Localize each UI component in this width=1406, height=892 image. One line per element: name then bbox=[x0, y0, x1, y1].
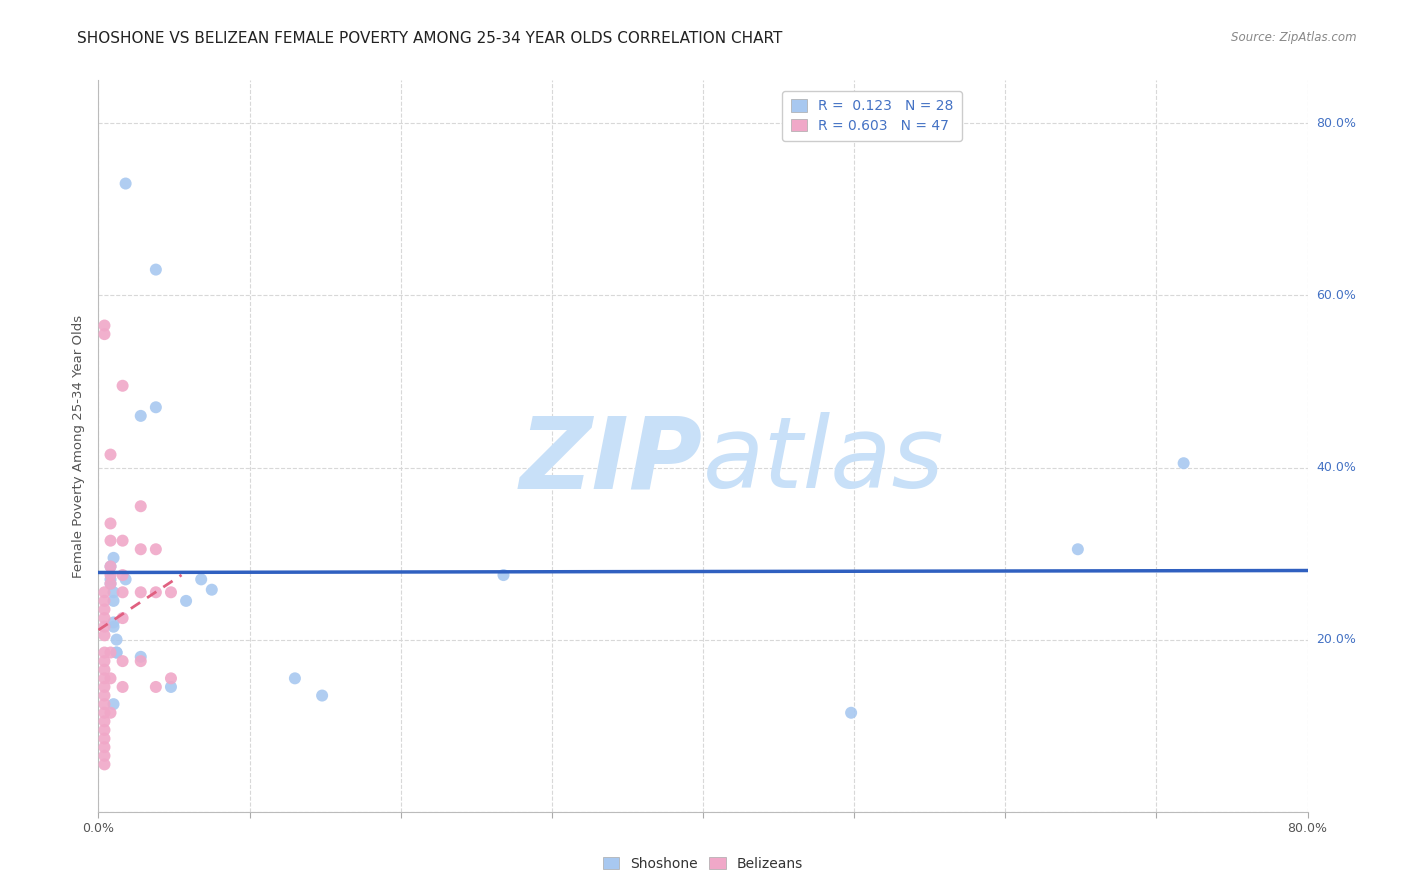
Point bbox=[284, 671, 307, 685]
Point bbox=[93, 318, 115, 333]
Point bbox=[100, 706, 122, 720]
Point bbox=[311, 689, 333, 703]
Point bbox=[103, 697, 125, 711]
Point bbox=[93, 611, 115, 625]
Point bbox=[93, 327, 115, 342]
Point bbox=[100, 448, 122, 462]
Point bbox=[93, 748, 115, 763]
Point bbox=[111, 654, 134, 668]
Point bbox=[1173, 456, 1195, 470]
Point bbox=[105, 632, 128, 647]
Point bbox=[111, 568, 134, 582]
Point bbox=[160, 671, 183, 685]
Point bbox=[839, 706, 862, 720]
Point bbox=[93, 697, 115, 711]
Point bbox=[100, 671, 122, 685]
Point bbox=[93, 620, 115, 634]
Point bbox=[93, 663, 115, 677]
Point bbox=[93, 646, 115, 660]
Point bbox=[111, 533, 134, 548]
Legend: Shoshone, Belizeans: Shoshone, Belizeans bbox=[598, 851, 808, 876]
Point bbox=[145, 401, 167, 415]
Point bbox=[100, 516, 122, 531]
Point bbox=[145, 585, 167, 599]
Point bbox=[103, 594, 125, 608]
Point bbox=[111, 680, 134, 694]
Point bbox=[93, 680, 115, 694]
Point bbox=[129, 409, 152, 423]
Point bbox=[93, 740, 115, 755]
Point bbox=[100, 568, 122, 582]
Point bbox=[145, 542, 167, 557]
Point bbox=[103, 585, 125, 599]
Point bbox=[93, 731, 115, 746]
Text: SHOSHONE VS BELIZEAN FEMALE POVERTY AMONG 25-34 YEAR OLDS CORRELATION CHART: SHOSHONE VS BELIZEAN FEMALE POVERTY AMON… bbox=[77, 31, 783, 46]
Point bbox=[93, 689, 115, 703]
Point bbox=[103, 615, 125, 630]
Point bbox=[114, 177, 136, 191]
Point bbox=[93, 585, 115, 599]
Point bbox=[100, 559, 122, 574]
Point bbox=[160, 680, 183, 694]
Point bbox=[129, 500, 152, 514]
Point bbox=[93, 714, 115, 729]
Point bbox=[129, 654, 152, 668]
Text: ZIP: ZIP bbox=[520, 412, 703, 509]
Point bbox=[93, 654, 115, 668]
Text: 20.0%: 20.0% bbox=[1316, 633, 1355, 646]
Point bbox=[105, 646, 128, 660]
Point bbox=[111, 585, 134, 599]
Text: 40.0%: 40.0% bbox=[1316, 461, 1355, 474]
Legend: R =  0.123   N = 28, R = 0.603   N = 47: R = 0.123 N = 28, R = 0.603 N = 47 bbox=[782, 91, 962, 141]
Y-axis label: Female Poverty Among 25-34 Year Olds: Female Poverty Among 25-34 Year Olds bbox=[72, 315, 86, 577]
Text: atlas: atlas bbox=[703, 412, 945, 509]
Point bbox=[145, 262, 167, 277]
Point bbox=[174, 594, 197, 608]
Point bbox=[129, 585, 152, 599]
Point bbox=[103, 620, 125, 634]
Point bbox=[100, 573, 122, 587]
Text: 60.0%: 60.0% bbox=[1316, 289, 1355, 301]
Point bbox=[114, 573, 136, 587]
Point bbox=[100, 576, 122, 591]
Point bbox=[492, 568, 515, 582]
Point bbox=[100, 559, 122, 574]
Text: Source: ZipAtlas.com: Source: ZipAtlas.com bbox=[1232, 31, 1357, 45]
Point bbox=[1067, 542, 1090, 557]
Point bbox=[93, 757, 115, 772]
Point bbox=[103, 550, 125, 565]
Point bbox=[100, 533, 122, 548]
Point bbox=[111, 611, 134, 625]
Point bbox=[100, 576, 122, 591]
Text: 80.0%: 80.0% bbox=[1316, 117, 1355, 130]
Point bbox=[190, 573, 212, 587]
Point bbox=[145, 680, 167, 694]
Point bbox=[201, 582, 224, 597]
Point bbox=[93, 594, 115, 608]
Point bbox=[129, 649, 152, 664]
Point bbox=[93, 602, 115, 616]
Point bbox=[111, 378, 134, 392]
Point bbox=[93, 706, 115, 720]
Point bbox=[93, 671, 115, 685]
Point bbox=[105, 646, 128, 660]
Point bbox=[93, 723, 115, 737]
Point bbox=[160, 585, 183, 599]
Point bbox=[100, 646, 122, 660]
Point bbox=[129, 542, 152, 557]
Point bbox=[93, 628, 115, 642]
